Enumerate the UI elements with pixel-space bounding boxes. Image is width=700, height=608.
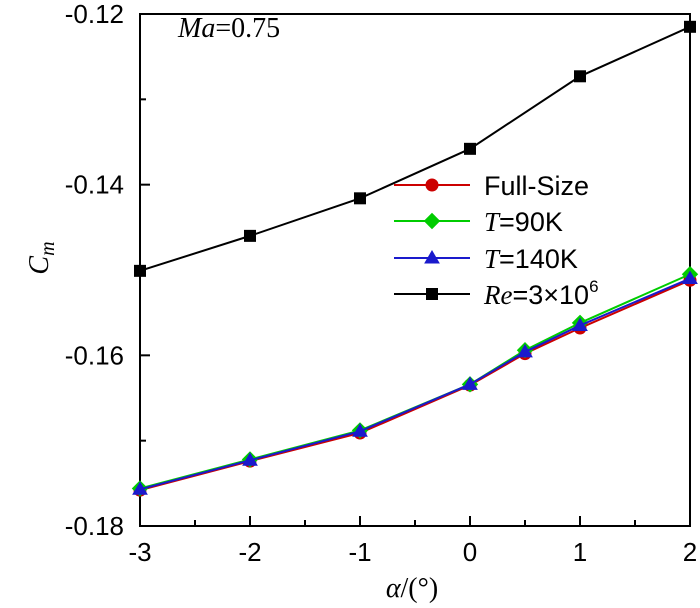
series-2 — [132, 270, 698, 495]
x-axis-symbol: α — [386, 573, 402, 604]
legend-label: Full-Size — [484, 171, 589, 201]
data-point — [464, 142, 476, 155]
y-tick-label: -0.12 — [65, 0, 124, 29]
legend-label: Re=3×106 — [483, 277, 599, 310]
legend-marker — [426, 288, 438, 300]
y-axis-symbol: C — [24, 256, 55, 275]
legend-item: T=90K — [394, 207, 563, 237]
series-3 — [134, 20, 696, 277]
legend-item: Re=3×106 — [394, 277, 599, 310]
y-tick-label: -0.14 — [65, 170, 124, 200]
x-tick-label: -1 — [348, 537, 371, 567]
x-tick-label: -2 — [238, 537, 261, 567]
data-point — [517, 343, 533, 358]
legend-item: Full-Size — [394, 171, 589, 201]
x-axis-unit: /(°) — [401, 573, 439, 604]
data-point — [352, 423, 368, 437]
data-point — [134, 264, 146, 277]
x-tick-label: 2 — [683, 537, 697, 567]
data-point — [684, 20, 696, 33]
legend-marker — [423, 212, 441, 230]
legend-marker — [425, 178, 439, 192]
x-axis-title: α/(°) — [386, 573, 438, 604]
annotation-value: =0.75 — [215, 13, 280, 44]
data-point — [574, 70, 586, 83]
y-axis-title: Cm — [24, 241, 59, 274]
plot-frame — [139, 13, 691, 527]
series-1 — [131, 266, 699, 497]
y-tick-label: -0.16 — [65, 340, 124, 370]
series-line — [139, 273, 691, 490]
y-tick-label: -0.18 — [65, 511, 124, 541]
y-axis-subscript: m — [37, 241, 59, 255]
data-point — [462, 376, 478, 390]
legend-item: T=140K — [394, 244, 578, 274]
annotation-symbol: Ma — [177, 13, 215, 44]
data-point — [132, 481, 148, 495]
axis-ticks: -3 -2 -1 0 1 2 -0.18 -0.16 -0.14 -0.12 — [65, 0, 698, 567]
x-tick-label: -3 — [128, 537, 151, 567]
data-point — [242, 452, 258, 466]
data-point — [572, 317, 588, 331]
x-tick-label: 1 — [573, 537, 587, 567]
legend-label: T=90K — [484, 207, 563, 237]
data-point — [682, 270, 698, 285]
series-line — [139, 25, 691, 272]
series-layer — [131, 20, 699, 497]
annotation: Ma=0.75 — [177, 13, 280, 44]
x-tick-label: 0 — [463, 537, 477, 567]
data-point — [244, 229, 256, 242]
series-0 — [133, 273, 697, 497]
data-point — [354, 192, 366, 205]
legend-marker — [424, 250, 440, 264]
legend-label: T=140K — [484, 244, 578, 274]
